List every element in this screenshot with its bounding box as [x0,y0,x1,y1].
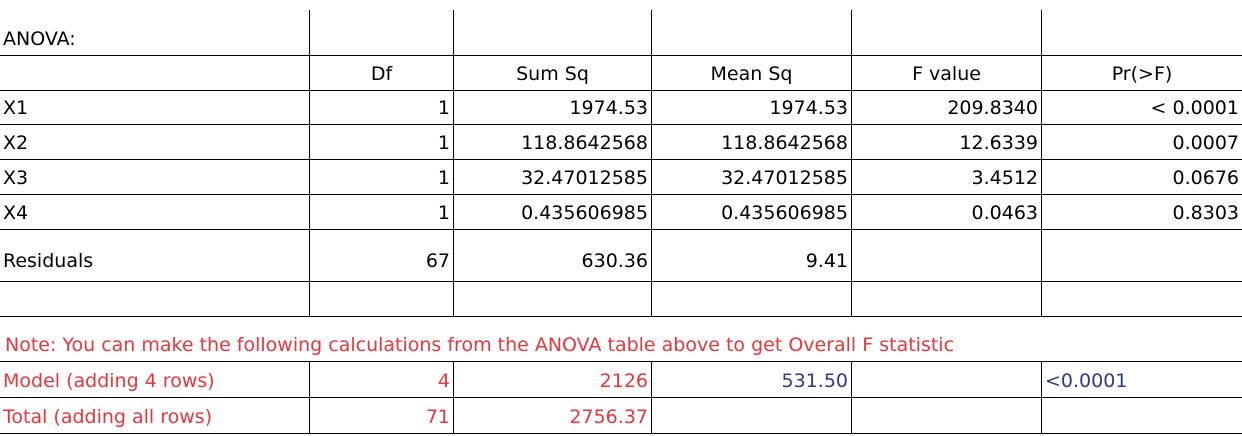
blank-cell [310,10,454,55]
df-cell: 1 [310,160,454,194]
table-row: X2 1 118.8642568 118.8642568 12.6339 0.0… [0,125,1242,159]
df-cell: 1 [310,195,454,229]
f-value-cell: 0.0463 [852,195,1042,229]
header-cell-label [0,56,310,90]
p-value-cell: 0.0007 [1172,132,1239,154]
sum-sq-cell: 1974.53 [454,91,652,124]
mean-sq-cell: 118.8642568 [652,125,852,159]
total-mean-sq [652,398,852,433]
sum-sq-cell: 32.47012585 [454,160,652,194]
header-cell-f-value: F value [852,56,1042,90]
df-cell: 1 [310,91,454,124]
p-value-cell: < 0.0001 [1150,97,1239,119]
total-df: 71 [310,398,454,433]
blank-cell [454,10,652,55]
blank-cell [652,282,852,316]
title-row: ANOVA: [0,10,1242,55]
total-p-value [1042,398,1242,433]
total-row: Total (adding all rows) 71 2756.37 [0,398,1242,433]
blank-cell [652,10,852,55]
header-row: Df Sum Sq Mean Sq F value Pr(>F) [0,56,1242,90]
note-row: Note: You can make the following calcula… [0,317,1242,361]
sum-sq-cell: 0.435606985 [454,195,652,229]
header-cell-sum-sq: Sum Sq [454,56,652,90]
row-label: X2 [0,125,310,159]
row-label: X1 [0,91,310,124]
mean-sq-cell: 32.47012585 [652,160,852,194]
p-value-cell: 0.0676 [1172,167,1239,189]
table-row: Residuals 67 630.36 9.41 [0,230,1242,281]
f-value-cell: 12.6339 [852,125,1042,159]
header-cell-p-value: Pr(>F) [1111,63,1173,85]
total-label: Total (adding all rows) [0,398,310,433]
mean-sq-cell: 9.41 [652,230,852,281]
model-sum-sq: 2126 [454,362,652,397]
df-cell: 1 [310,125,454,159]
total-f-value [852,398,1042,433]
blank-cell [310,282,454,316]
model-p-value: <0.0001 [1045,370,1128,392]
sum-sq-cell: 118.8642568 [454,125,652,159]
table-row: X4 1 0.435606985 0.435606985 0.0463 0.83… [0,195,1242,229]
f-value-cell [852,230,1042,281]
note-text: Note: You can make the following calcula… [5,334,955,356]
row-label: X4 [0,195,310,229]
model-label: Model (adding 4 rows) [0,362,310,397]
p-value-cell: 0.8303 [1172,202,1239,224]
f-value-cell: 209.8340 [852,91,1042,124]
blank-cell [0,282,310,316]
blank-cell [852,282,1042,316]
row-label: Residuals [0,230,310,281]
row-label: X3 [0,160,310,194]
mean-sq-cell: 1974.53 [652,91,852,124]
table-row: X1 1 1974.53 1974.53 209.8340 < 0.0001 [0,91,1242,124]
model-row: Model (adding 4 rows) 4 2126 531.50 <0.0… [0,362,1242,397]
blank-cell [454,282,652,316]
mean-sq-cell: 0.435606985 [652,195,852,229]
header-cell-mean-sq: Mean Sq [652,56,852,90]
table-row: X3 1 32.47012585 32.47012585 3.4512 0.06… [0,160,1242,194]
blank-cell [852,10,1042,55]
model-df: 4 [310,362,454,397]
total-sum-sq: 2756.37 [454,398,652,433]
f-value-cell: 3.4512 [852,160,1042,194]
model-f-value [852,362,1042,397]
p-value-cell [1042,230,1242,281]
title-cell: ANOVA: [0,10,310,55]
sum-sq-cell: 630.36 [454,230,652,281]
header-cell-df: Df [310,56,454,90]
df-cell: 67 [310,230,454,281]
empty-row [0,282,1242,316]
model-mean-sq: 531.50 [652,362,852,397]
